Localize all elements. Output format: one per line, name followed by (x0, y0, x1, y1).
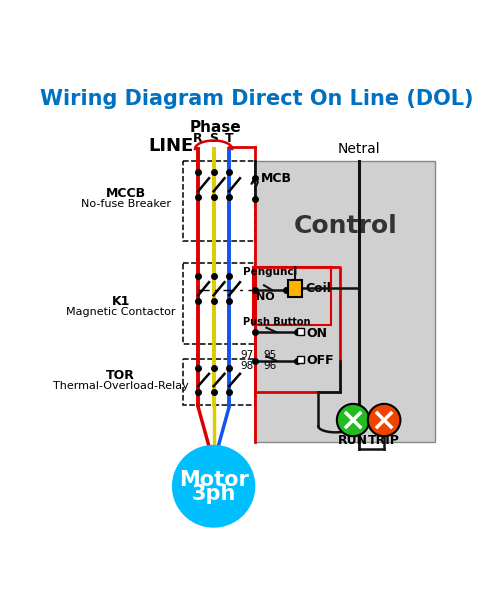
Text: Thermal-Overload-Relay: Thermal-Overload-Relay (53, 381, 188, 391)
Text: Magnetic Contactor: Magnetic Contactor (66, 307, 176, 317)
Text: S: S (209, 133, 218, 145)
Text: NO: NO (256, 292, 275, 302)
Text: Motor: Motor (178, 470, 248, 490)
FancyBboxPatch shape (298, 328, 304, 335)
Text: OFF: OFF (306, 354, 334, 367)
FancyBboxPatch shape (298, 356, 304, 363)
Text: T: T (225, 133, 234, 145)
Text: ON: ON (306, 328, 328, 340)
Text: K1: K1 (112, 295, 130, 308)
Text: Control: Control (294, 214, 397, 238)
Text: LINE: LINE (148, 137, 194, 155)
Text: Push Button: Push Button (242, 317, 310, 327)
Text: Phase: Phase (190, 120, 241, 135)
Circle shape (368, 404, 400, 436)
FancyBboxPatch shape (288, 280, 302, 297)
Text: 95: 95 (264, 350, 277, 361)
Text: 97: 97 (240, 350, 254, 361)
Circle shape (174, 446, 254, 526)
Text: Coil: Coil (305, 282, 331, 295)
Text: TOR: TOR (106, 369, 135, 382)
Text: TRIP: TRIP (368, 434, 400, 446)
Text: No-fuse Breaker: No-fuse Breaker (81, 199, 171, 209)
FancyBboxPatch shape (254, 161, 434, 442)
Text: Pengunci: Pengunci (243, 267, 298, 277)
Text: Wiring Diagram Direct On Line (DOL): Wiring Diagram Direct On Line (DOL) (40, 89, 473, 109)
Text: 96: 96 (264, 361, 277, 371)
Text: 98: 98 (240, 361, 254, 371)
Text: R: R (194, 133, 203, 145)
Text: Netral: Netral (337, 142, 380, 156)
Text: MCB: MCB (261, 172, 292, 185)
Text: MCCB: MCCB (106, 187, 146, 200)
Circle shape (337, 404, 370, 436)
Text: 3ph: 3ph (192, 484, 236, 504)
Text: RUN: RUN (338, 434, 368, 446)
